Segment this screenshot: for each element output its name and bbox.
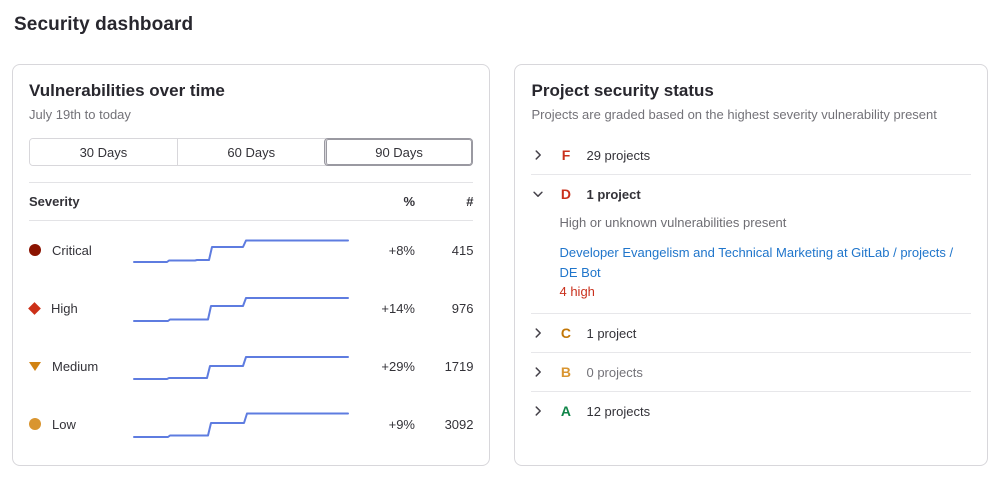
dashboard-cards: Vulnerabilities over time July 19th to t…: [12, 64, 988, 466]
chevron-right-icon: [531, 148, 545, 162]
high-sparkline-chart: [133, 297, 349, 322]
severity-table: Severity % # Critical: [28, 182, 474, 453]
table-row-low: Low +9% 3092: [29, 395, 473, 453]
table-row-high: High +14% 976: [28, 279, 474, 337]
chevron-down-icon: [531, 187, 545, 201]
range-90-days-button[interactable]: 90 Days: [324, 139, 473, 165]
header-severity: Severity: [29, 194, 80, 209]
grade-d-detail: High or unknown vulnerabilities present …: [559, 213, 971, 313]
severity-medium-icon: [29, 361, 41, 371]
page-title: Security dashboard: [14, 14, 194, 35]
grade-letter-f: F: [561, 147, 571, 163]
grade-row-c[interactable]: C 1 project: [531, 313, 971, 352]
grade-letter-d: D: [560, 186, 572, 202]
low-sparkline-chart: [133, 412, 349, 438]
vulnerabilities-over-time-card: Vulnerabilities over time July 19th to t…: [12, 64, 491, 466]
chevron-right-icon: [531, 365, 545, 379]
day-range-button-group: 30 Days 60 Days 90 Days: [29, 138, 474, 166]
grade-letter-b: B: [560, 364, 572, 380]
grade-accordion: F 29 projects D 1 project High or unknow…: [531, 136, 971, 430]
percent-change: +14%: [381, 300, 415, 316]
vulnerability-count: 415: [451, 242, 474, 258]
sparkline: [133, 297, 349, 322]
grade-row-a[interactable]: A 12 projects: [531, 391, 971, 430]
critical-sparkline-chart: [133, 239, 349, 263]
project-link[interactable]: Developer Evangelism and Technical Marke…: [559, 245, 954, 280]
vulnerability-count: 1719: [444, 358, 474, 374]
grade-d-description: High or unknown vulnerabilities present: [559, 215, 787, 230]
table-row-critical: Critical +8% 415: [29, 221, 473, 279]
severity-critical-icon: [29, 244, 41, 256]
header-count: #: [466, 194, 474, 209]
vot-date-range: July 19th to today: [29, 107, 131, 122]
sparkline: [133, 239, 349, 263]
range-30-days-button[interactable]: 30 Days: [30, 139, 177, 165]
grade-row-b[interactable]: B 0 projects: [531, 352, 971, 391]
grade-project-count: 1 project: [586, 325, 637, 341]
vulnerability-count: 976: [451, 300, 474, 316]
severity-low-icon: [29, 418, 41, 430]
grade-project-count: 1 project: [586, 186, 641, 202]
severity-high-icon: [28, 301, 41, 315]
severity-label: Critical: [52, 242, 92, 258]
pss-card-subtitle: Projects are graded based on the highest…: [531, 107, 937, 122]
pss-card-title: Project security status: [531, 81, 714, 100]
sparkline: [133, 412, 349, 438]
grade-project-count: 29 projects: [586, 147, 651, 163]
project-security-status-card: Project security status Projects are gra…: [514, 64, 988, 466]
chevron-right-icon: [531, 404, 545, 418]
grade-letter-c: C: [560, 325, 572, 341]
severity-label: Medium: [52, 358, 99, 374]
medium-sparkline-chart: [133, 356, 349, 380]
range-60-days-button[interactable]: 60 Days: [176, 139, 325, 165]
vulnerability-count: 3092: [444, 416, 474, 432]
table-row-medium: Medium +29% 1719: [29, 337, 473, 395]
grade-project-count: 12 projects: [586, 403, 651, 419]
severity-label: High: [51, 300, 78, 316]
vot-card-title: Vulnerabilities over time: [29, 81, 225, 100]
project-vulnerability-count: 4 high: [559, 284, 595, 299]
grade-project-count: 0 projects: [586, 364, 643, 380]
percent-change: +8%: [388, 242, 415, 258]
grade-row-f[interactable]: F 29 projects: [531, 136, 971, 174]
severity-table-header: Severity % #: [29, 182, 474, 221]
grade-row-d[interactable]: D 1 project: [531, 174, 971, 213]
sparkline: [133, 356, 349, 380]
grade-letter-a: A: [560, 403, 572, 419]
percent-change: +29%: [381, 358, 415, 374]
header-percent: %: [403, 194, 415, 209]
percent-change: +9%: [388, 416, 415, 432]
severity-label: Low: [52, 416, 76, 432]
chevron-right-icon: [531, 326, 545, 340]
